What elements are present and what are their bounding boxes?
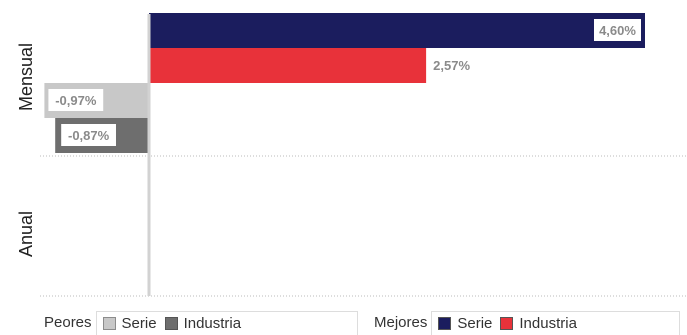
legend-label-peores-industria: Industria bbox=[183, 314, 242, 332]
data-label-peores-industria: -0,87% bbox=[68, 128, 110, 143]
legend-swatch-mejores-serie bbox=[438, 316, 452, 330]
data-label-mejores-serie: 4,60% bbox=[599, 23, 636, 38]
legend-peores-title: Peores bbox=[44, 314, 92, 331]
data-label-mejores-industria: 2,57% bbox=[433, 58, 470, 73]
data-label-peores-serie: -0,97% bbox=[55, 93, 97, 108]
legend-label-peores-serie: Serie bbox=[121, 314, 157, 332]
category-label-mensual: Mensual bbox=[16, 43, 36, 111]
legend-mejores-title: Mejores bbox=[374, 314, 428, 331]
bar-mejores-serie-mensual bbox=[149, 13, 645, 48]
data-labels: 4,60% 2,57% -0,97% -0,87% bbox=[48, 19, 641, 146]
data-label-box bbox=[594, 19, 641, 41]
grid-lines bbox=[40, 155, 687, 297]
legend-peores-box: Serie Industria bbox=[95, 310, 358, 335]
legend-swatch-peores-serie bbox=[102, 316, 116, 330]
legend-mejores-box: Serie Industria bbox=[431, 310, 681, 335]
legend-swatch-peores-industria bbox=[164, 316, 178, 330]
legend-mejores: Mejores Serie Industria bbox=[374, 310, 681, 335]
legend-label-mejores-serie: Serie bbox=[457, 314, 493, 332]
bar-mejores-industria-mensual bbox=[149, 48, 427, 83]
category-axis: Mensual Anual bbox=[16, 14, 151, 296]
bars bbox=[44, 13, 645, 153]
data-label-box bbox=[61, 124, 116, 146]
data-label-box bbox=[48, 89, 104, 111]
legend-swatch-mejores-industria bbox=[500, 316, 514, 330]
legend-label-mejores-industria: Industria bbox=[519, 314, 577, 332]
data-label-box bbox=[428, 54, 476, 76]
legend-peores: Peores Serie Industria bbox=[44, 310, 358, 335]
category-label-anual: Anual bbox=[16, 211, 36, 257]
